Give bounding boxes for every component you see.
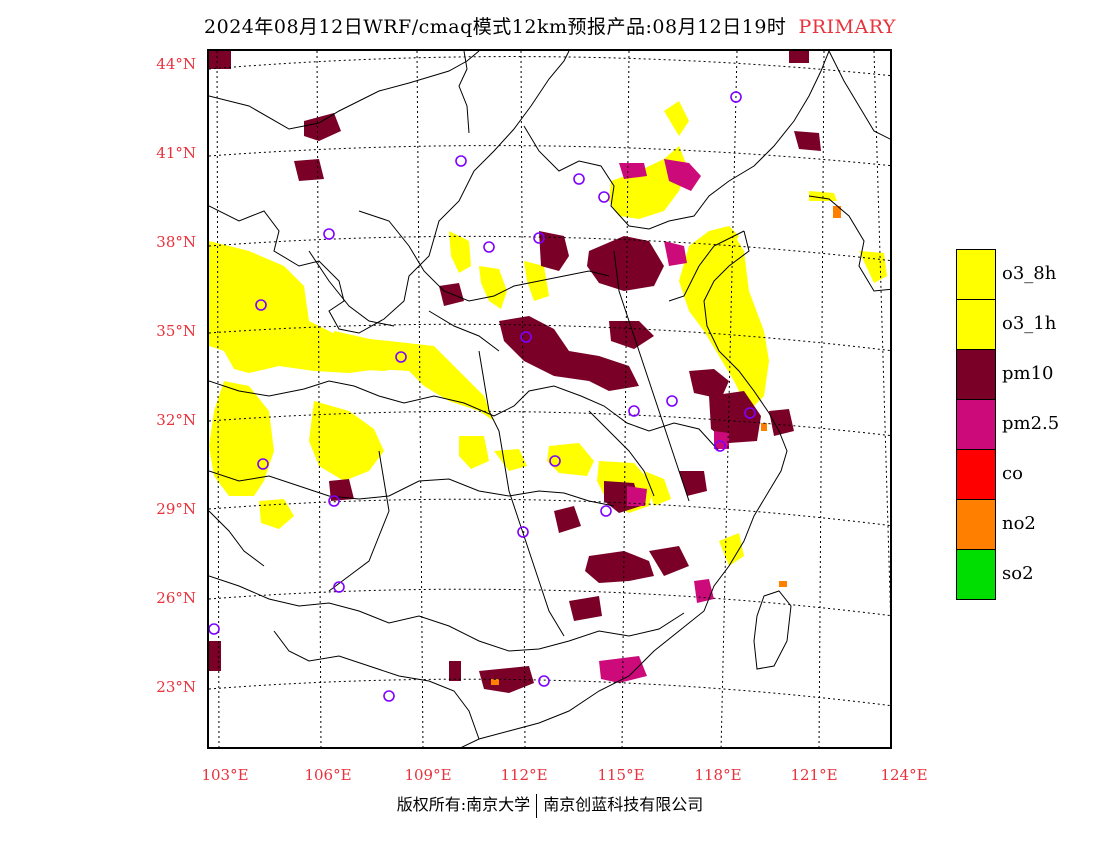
forecast-map xyxy=(207,49,892,749)
footer-separator xyxy=(536,793,538,818)
lon-label-115: 115°E xyxy=(597,766,645,784)
lon-label-106: 106°E xyxy=(304,766,352,784)
graticule xyxy=(209,51,890,747)
copyright-footer: 版权所有:南京大学 南京创蓝科技有限公司 xyxy=(0,791,1100,818)
legend-swatch-so2 xyxy=(956,549,996,600)
lat-label-44: 44°N xyxy=(156,55,196,73)
lat-label-32: 32°N xyxy=(156,411,196,429)
boundary-lines xyxy=(209,51,890,747)
legend-label-pm10: pm10 xyxy=(1002,363,1054,384)
map-canvas xyxy=(209,51,890,747)
station-markers xyxy=(209,91,756,702)
legend-swatch-pm25 xyxy=(956,399,996,450)
lon-label-109: 109°E xyxy=(404,766,452,784)
map-title: 2024年08月12日WRF/cmaq模式12km预报产品:08月12日19时 P… xyxy=(0,12,1100,39)
lon-label-124: 124°E xyxy=(880,766,928,784)
lon-label-103: 103°E xyxy=(201,766,249,784)
legend-swatch-no2 xyxy=(956,499,996,550)
lat-label-38: 38°N xyxy=(156,233,196,251)
legend-label-no2: no2 xyxy=(1002,513,1036,534)
lon-label-118: 118°E xyxy=(694,766,742,784)
o3-field xyxy=(209,101,887,566)
legend-label-o3-1h: o3_1h xyxy=(1002,313,1057,334)
legend-label-pm25: pm2.5 xyxy=(1002,413,1060,434)
legend-swatch-co xyxy=(956,449,996,500)
lat-label-41: 41°N xyxy=(156,144,196,162)
legend-swatch-o3-8h xyxy=(956,249,996,300)
title-main: 2024年08月12日WRF/cmaq模式12km预报产品:08月12日19时 xyxy=(204,16,787,38)
legend-swatch-pm10 xyxy=(956,349,996,400)
copyright-company: 南京创蓝科技有限公司 xyxy=(543,795,704,814)
lon-label-112: 112°E xyxy=(500,766,548,784)
lat-label-35: 35°N xyxy=(156,322,196,340)
legend-label-so2: so2 xyxy=(1002,563,1034,584)
lat-label-29: 29°N xyxy=(156,500,196,518)
legend-label-co: co xyxy=(1002,463,1023,484)
legend-swatch-o3-1h xyxy=(956,299,996,350)
no2-field xyxy=(491,206,841,685)
title-primary-tag: PRIMARY xyxy=(798,16,896,38)
lon-label-121: 121°E xyxy=(790,766,838,784)
copyright-owner: 版权所有:南京大学 xyxy=(396,795,531,814)
legend-label-o3-8h: o3_8h xyxy=(1002,263,1057,284)
lat-label-26: 26°N xyxy=(156,589,196,607)
lat-label-23: 23°N xyxy=(156,678,196,696)
